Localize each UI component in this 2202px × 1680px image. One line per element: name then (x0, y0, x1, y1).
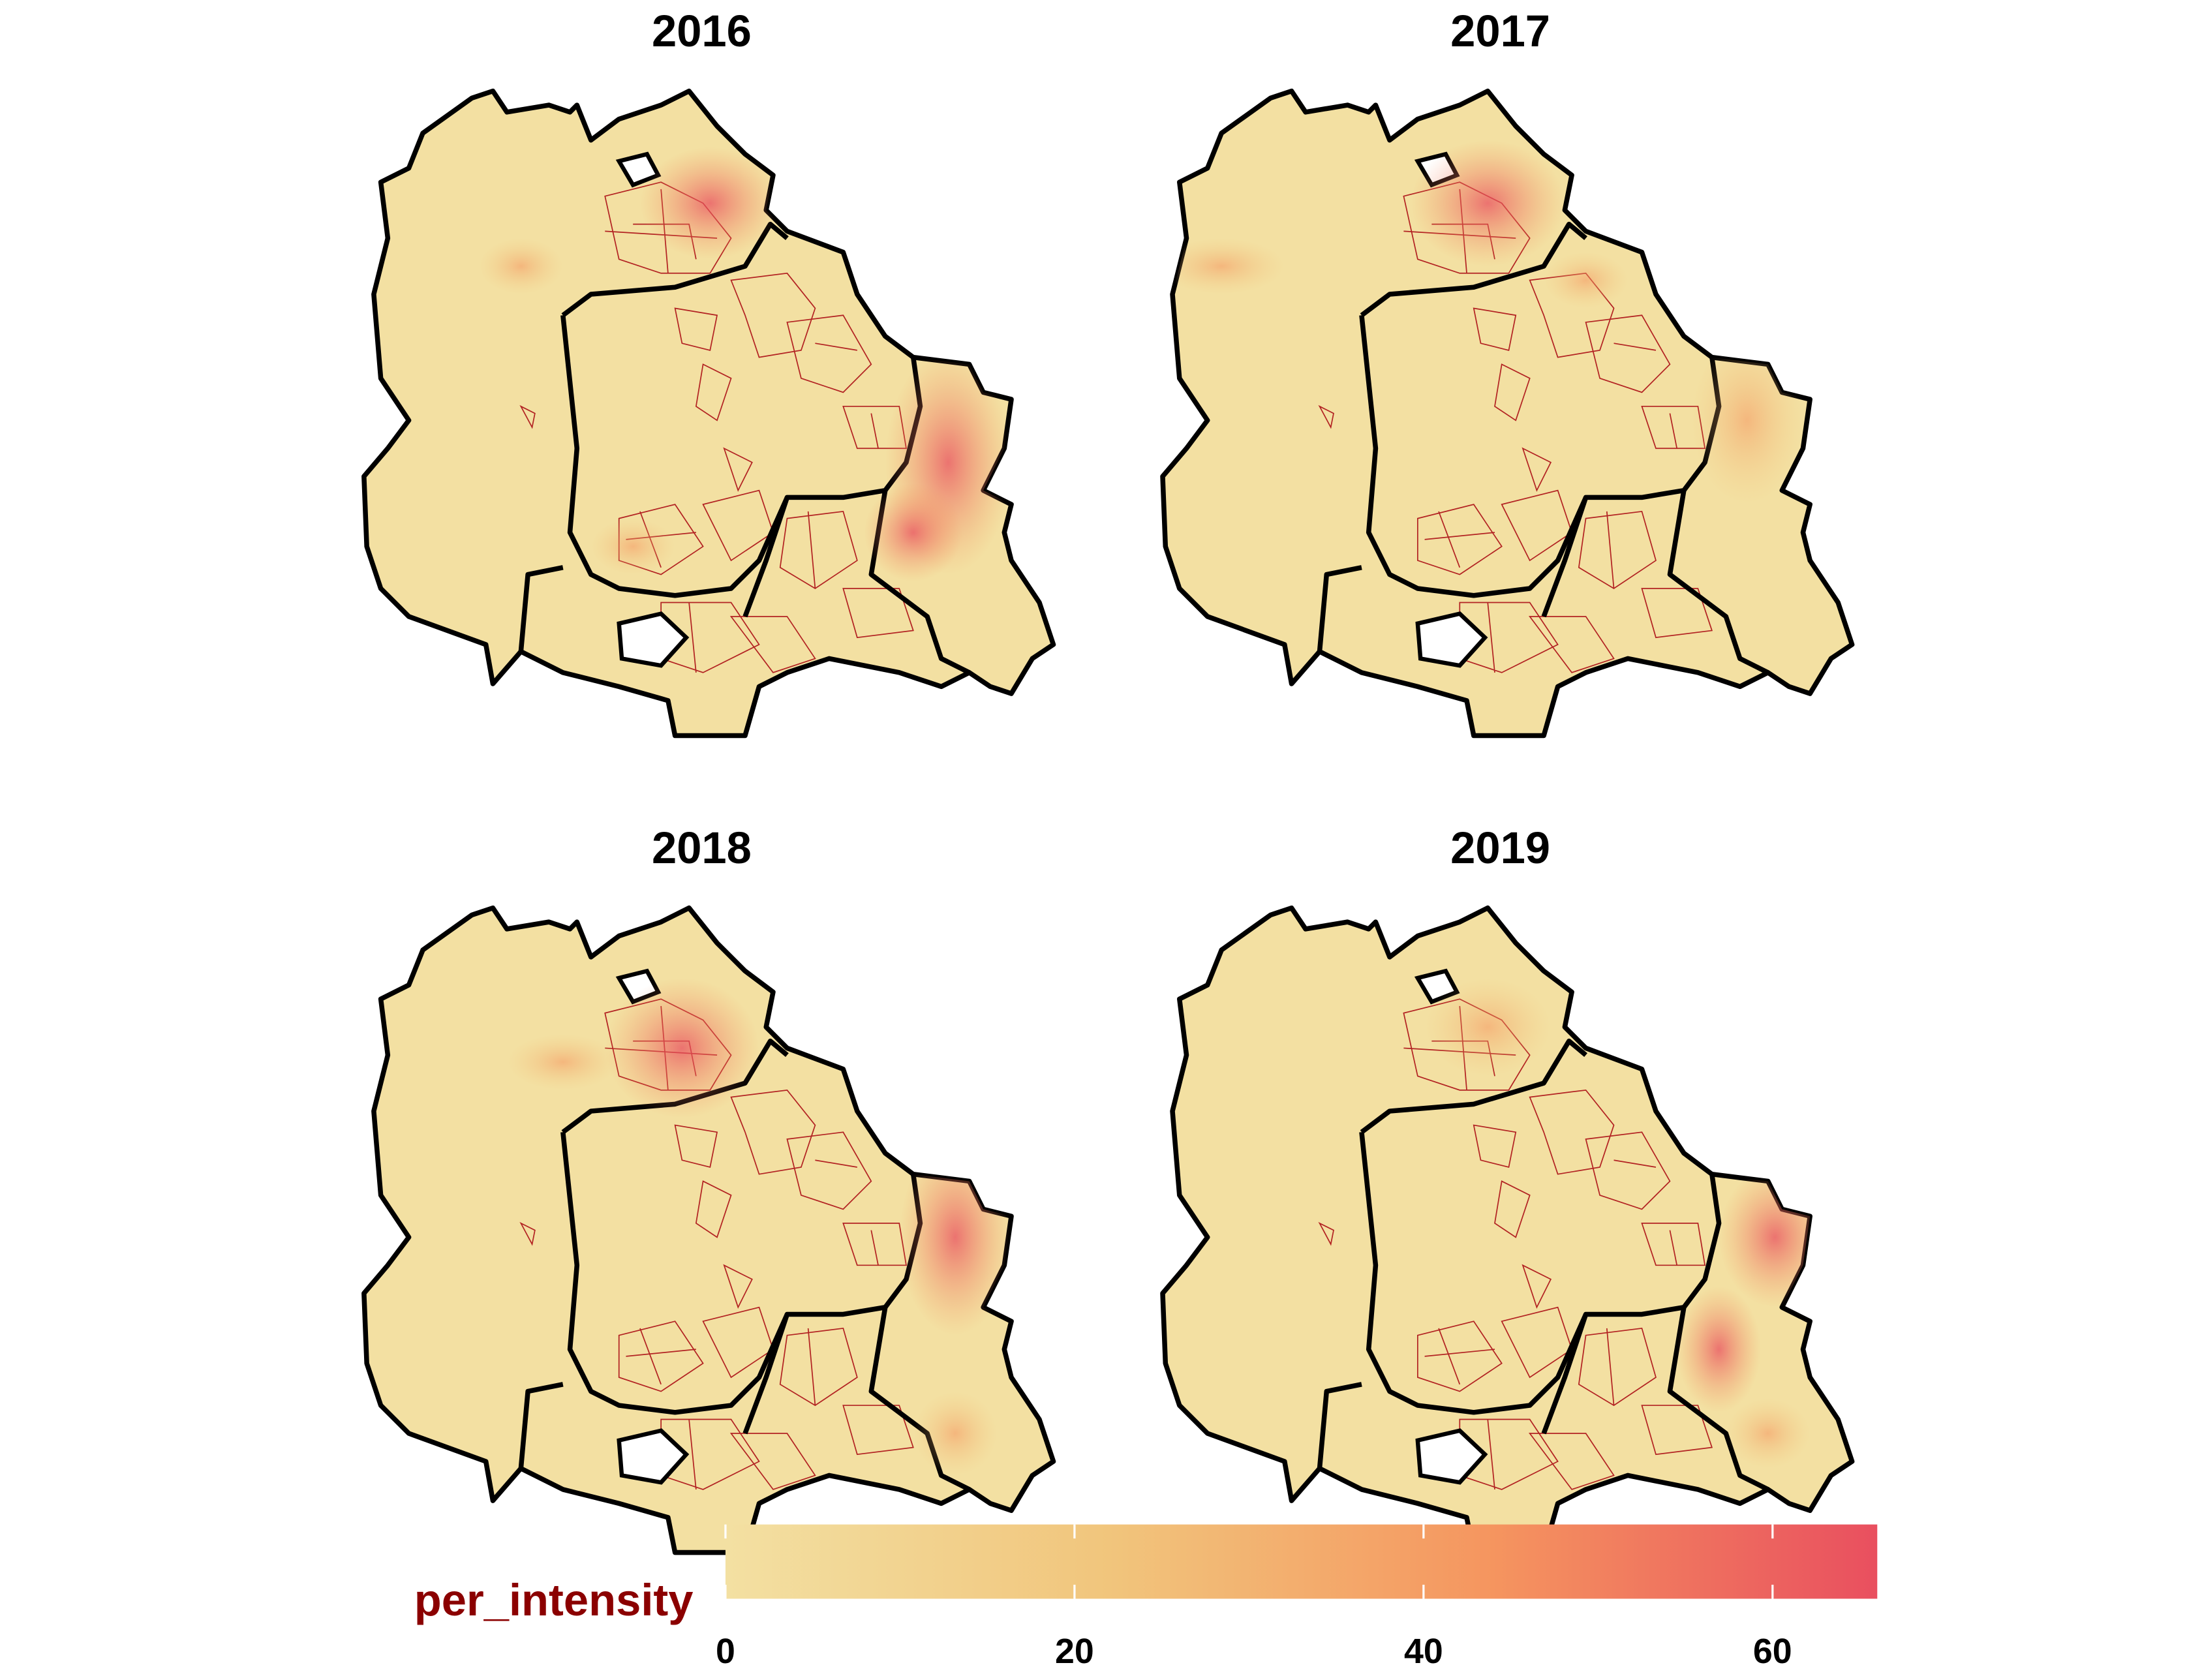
map-panel: 2017 (1159, 6, 1852, 736)
map-panel: 2019 (1163, 823, 1852, 1553)
map-panel: 2018 (364, 823, 1054, 1553)
colorbar-tick-label: 0 (716, 1632, 735, 1671)
panel-title: 2016 (652, 6, 752, 56)
colorbar (725, 1524, 1878, 1599)
panel-title: 2019 (1450, 823, 1550, 873)
legend: per_intensity 0 20 40 60 (414, 1524, 1878, 1671)
map-panel: 2016 (364, 6, 1054, 736)
colorbar-tick-label: 60 (1753, 1632, 1792, 1671)
colorbar-tick-label: 20 (1055, 1632, 1094, 1671)
legend-title: per_intensity (414, 1575, 694, 1625)
panel-title: 2018 (652, 823, 752, 873)
colorbar-tick-label: 40 (1404, 1632, 1443, 1671)
panel-title: 2017 (1450, 6, 1550, 56)
